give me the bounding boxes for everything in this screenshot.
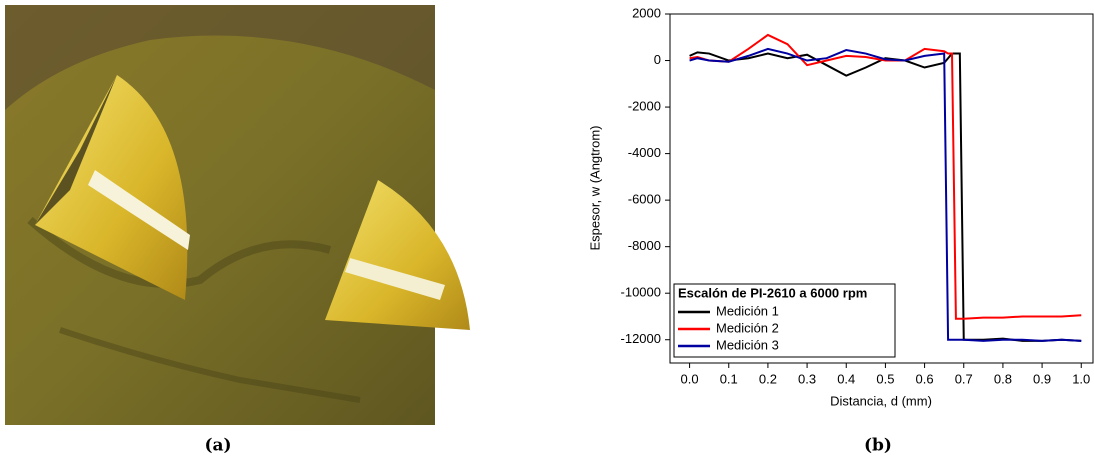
legend-label: Medición 3: [716, 337, 779, 352]
x-tick-label: 0.6: [916, 371, 934, 386]
x-tick-label: 0.0: [681, 371, 699, 386]
x-tick-label: 0.3: [798, 371, 816, 386]
y-tick-label: -2000: [628, 99, 661, 114]
y-tick-label: -12000: [621, 331, 661, 346]
y-axis-title: Espesor, w (Angtrom): [587, 126, 602, 251]
figure: (a) (b) Distancia, d (mm) Espesor, w (An…: [0, 0, 1094, 460]
x-tick-label: 0.5: [876, 371, 894, 386]
x-tick-label: 0.4: [837, 371, 855, 386]
y-tick-label: -6000: [628, 192, 661, 207]
legend-label: Medición 1: [716, 303, 779, 318]
caption: (a): [204, 436, 231, 456]
y-tick-label: -10000: [621, 285, 661, 300]
y-tick-label: -8000: [628, 238, 661, 253]
x-tick-label: 0.9: [1033, 371, 1051, 386]
x-tick-label: 0.2: [759, 371, 777, 386]
chart: Distancia, d (mm) Espesor, w (Angtrom) 2…: [587, 5, 1093, 408]
data-line: [690, 35, 1082, 319]
x-tick-label: 0.7: [955, 371, 973, 386]
y-tick-label: 2000: [632, 5, 661, 20]
legend-label: Medición 2: [716, 320, 779, 335]
x-tick-label: 0.1: [720, 371, 738, 386]
y-tick-label: 0: [654, 52, 661, 67]
x-tick-label: 1.0: [1072, 371, 1090, 386]
caption: (b): [864, 436, 892, 456]
legend-title: Escalón de PI-2610 a 6000 rpm: [678, 285, 867, 300]
y-tick-label: -4000: [628, 145, 661, 160]
photo: [5, 5, 470, 425]
x-tick-label: 0.8: [994, 371, 1012, 386]
x-axis-title: Distancia, d (mm): [830, 393, 932, 408]
